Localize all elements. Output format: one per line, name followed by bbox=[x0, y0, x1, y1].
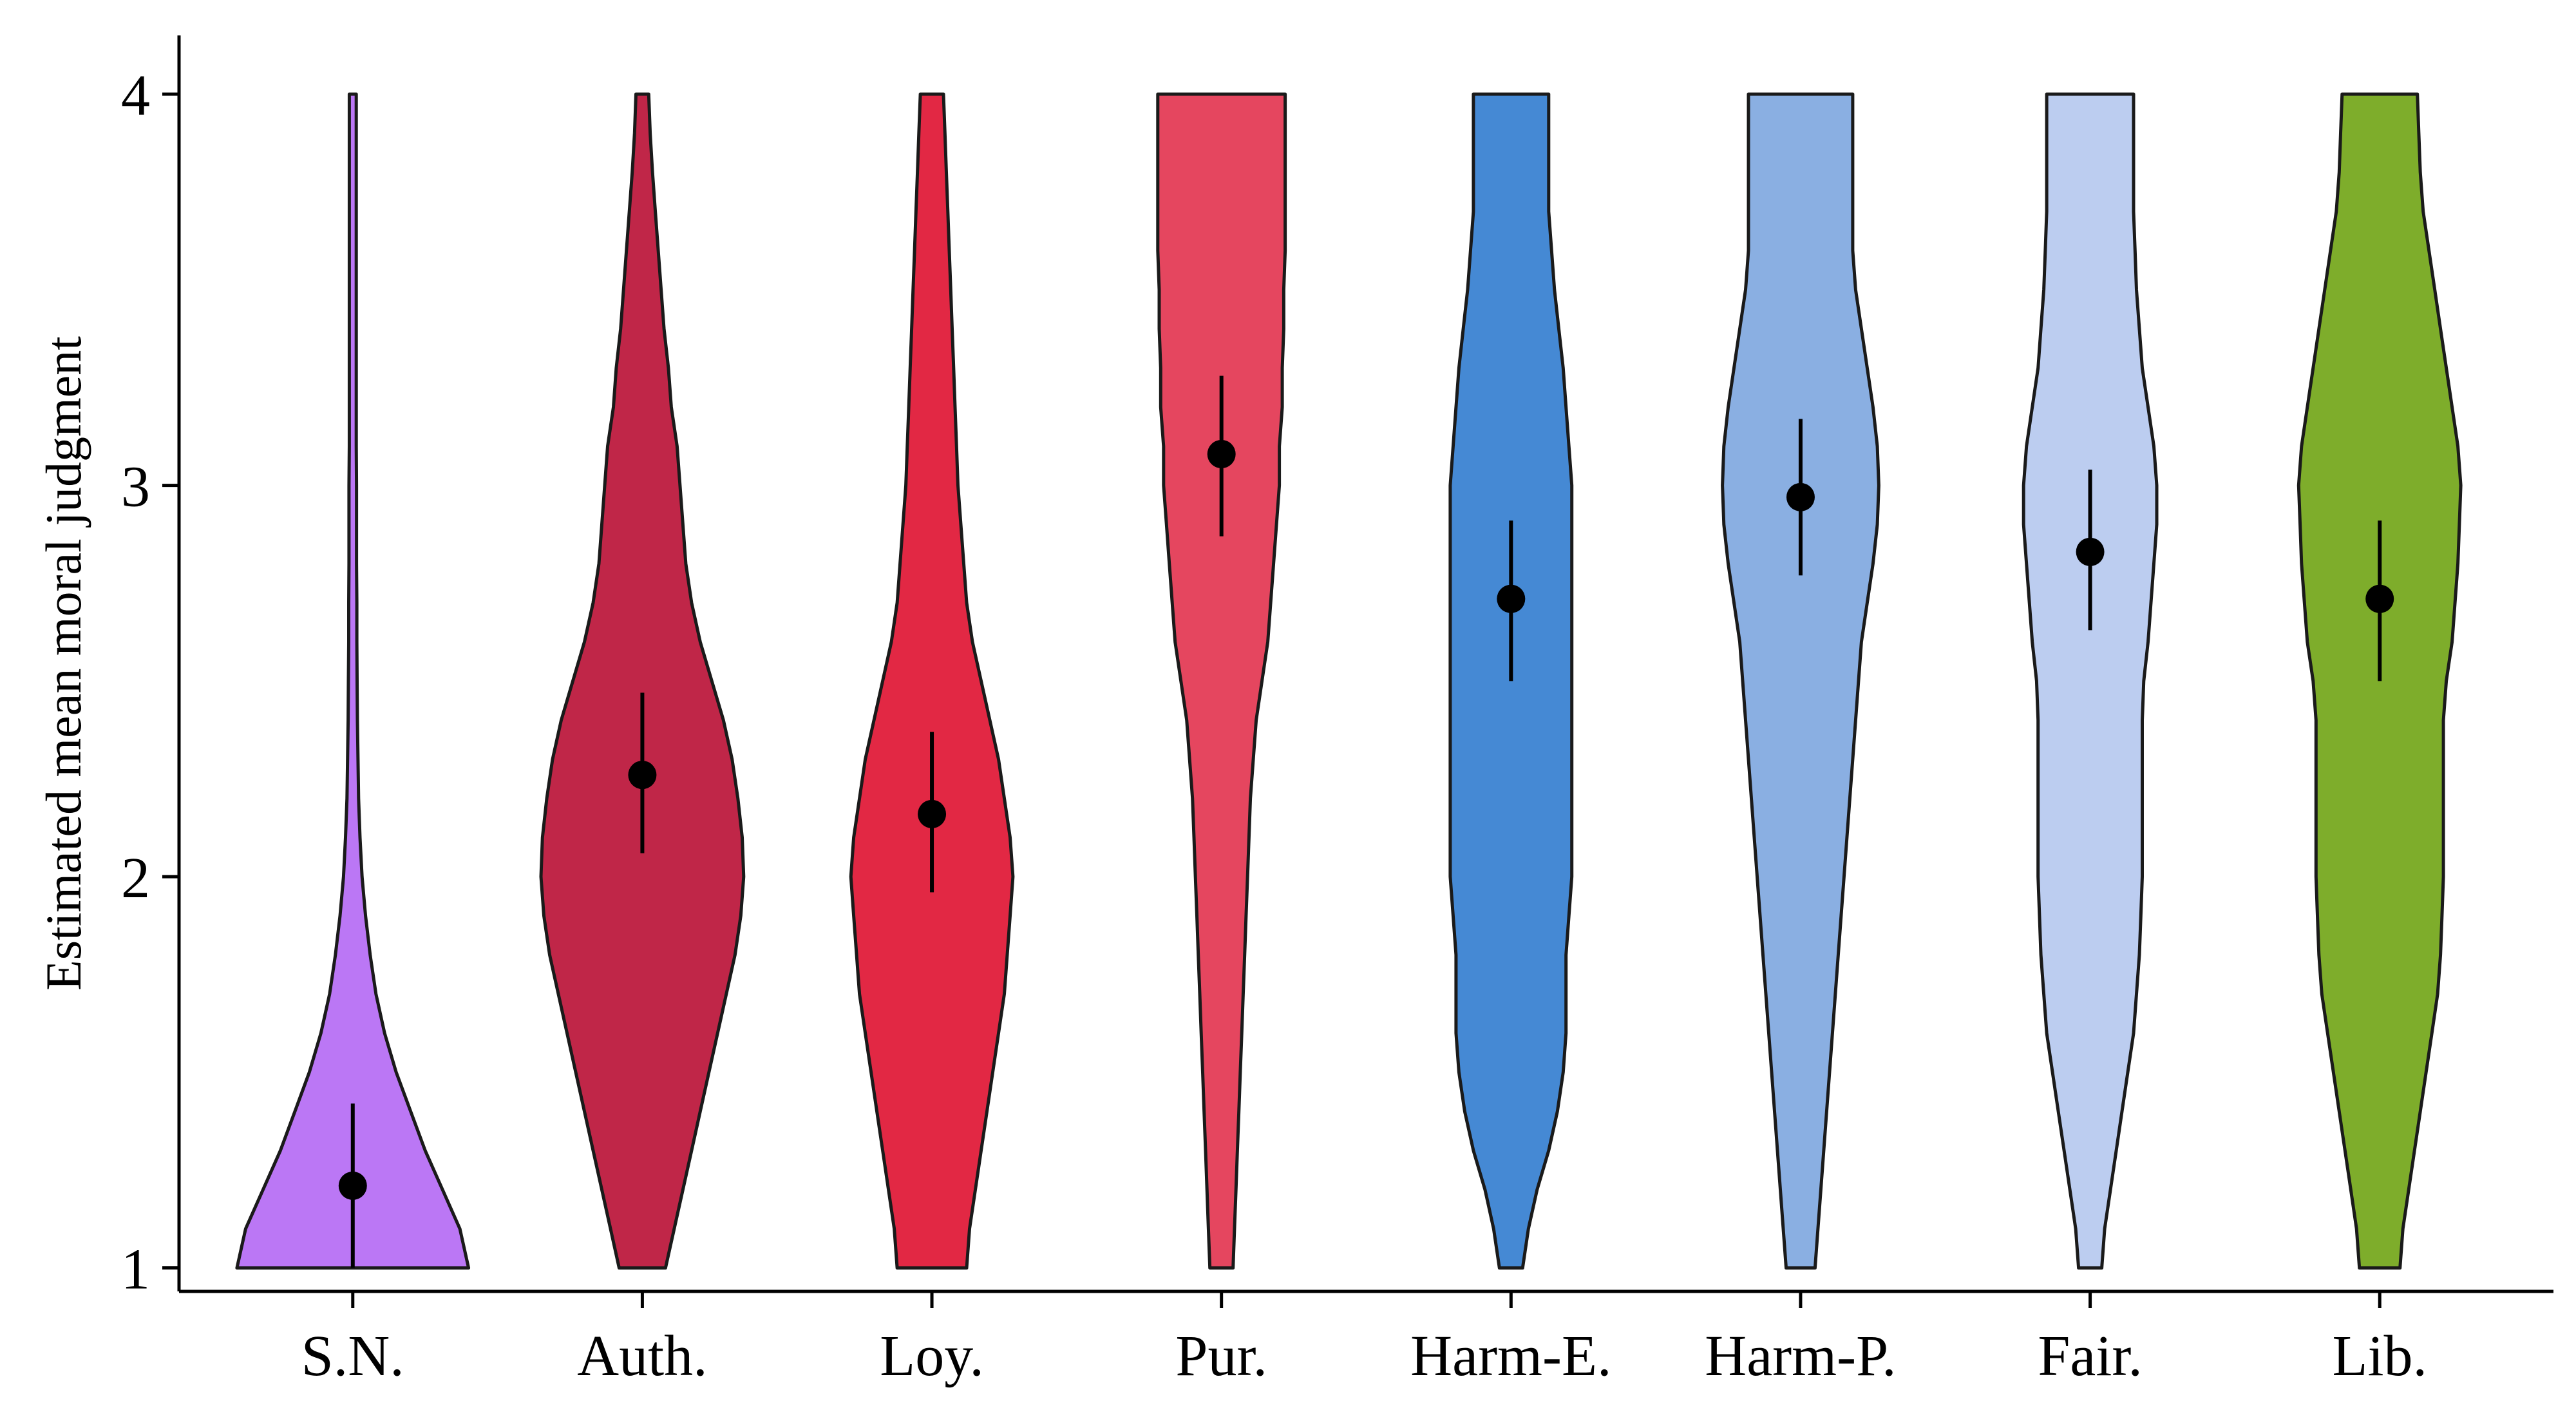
x-tick-label-8: Lib. bbox=[2332, 1324, 2427, 1388]
mean-point-1 bbox=[338, 1171, 367, 1200]
mean-point-7 bbox=[2076, 537, 2105, 566]
y-tick-label-3: 3 bbox=[121, 455, 150, 519]
violin-8 bbox=[2297, 92, 2463, 1270]
x-tick-label-1: S.N. bbox=[301, 1324, 404, 1388]
y-axis-title: Estimated mean moral judgment bbox=[35, 336, 91, 991]
x-tick-label-3: Loy. bbox=[880, 1324, 984, 1388]
y-tick-label-4: 4 bbox=[121, 64, 150, 128]
violin-2 bbox=[539, 92, 746, 1270]
axes-layer bbox=[177, 35, 2553, 1293]
violin-4 bbox=[1156, 92, 1287, 1270]
x-tick-label-4: Pur. bbox=[1175, 1324, 1267, 1388]
y-tick-label-2: 2 bbox=[121, 846, 150, 910]
violin-3 bbox=[849, 92, 1015, 1270]
violin-7 bbox=[2022, 92, 2159, 1270]
mean-point-4 bbox=[1207, 440, 1236, 468]
y-tick-label-1: 1 bbox=[121, 1238, 150, 1302]
mean-point-5 bbox=[1497, 584, 1526, 613]
x-tick-label-6: Harm-P. bbox=[1705, 1324, 1896, 1388]
x-ticks: S.N. Auth. Loy. Pur. Harm-E. Harm-P. Fair. Lib. bbox=[301, 1291, 2427, 1388]
mean-point-6 bbox=[1786, 482, 1815, 511]
violin-5 bbox=[1448, 92, 1574, 1270]
mean-points-layer bbox=[338, 440, 2394, 1200]
x-tick-label-2: Auth. bbox=[577, 1324, 708, 1388]
x-tick-label-7: Fair. bbox=[2038, 1324, 2143, 1388]
x-tick-label-5: Harm-E. bbox=[1410, 1324, 1611, 1388]
mean-point-8 bbox=[2365, 584, 2394, 613]
mean-point-3 bbox=[918, 799, 947, 828]
mean-point-2 bbox=[628, 761, 657, 790]
violin-6 bbox=[1721, 92, 1880, 1270]
violin-1 bbox=[235, 92, 471, 1270]
y-ticks: 1 2 3 4 bbox=[121, 64, 179, 1302]
violins-layer bbox=[235, 92, 2463, 1270]
